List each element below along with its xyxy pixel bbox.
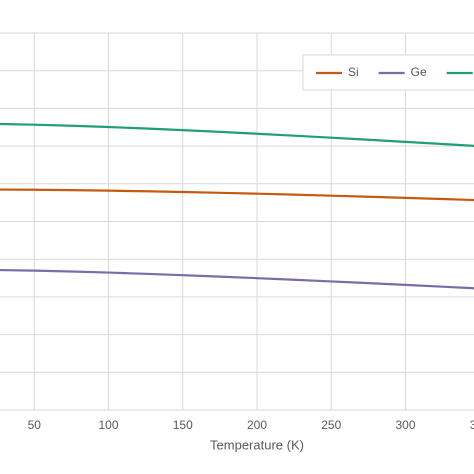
legend-label: Si (348, 65, 359, 79)
x-axis-label: Temperature (K) (210, 437, 304, 452)
x-tick-label: 50 (28, 418, 42, 432)
x-tick-label: 100 (98, 418, 118, 432)
x-tick-label: 300 (395, 418, 415, 432)
legend-label: Ge (411, 65, 427, 79)
lines (0, 122, 474, 290)
series-line (0, 268, 474, 290)
x-tick-label: 150 (173, 418, 193, 432)
x-tick-label: 350 (470, 418, 474, 432)
x-tick-label: 250 (321, 418, 341, 432)
x-tick-label: 200 (247, 418, 267, 432)
series-line (0, 188, 474, 202)
series-line (0, 122, 474, 147)
legend: SiGeGaAs (302, 54, 474, 91)
grid: 050100150200250300350400 (0, 32, 474, 432)
